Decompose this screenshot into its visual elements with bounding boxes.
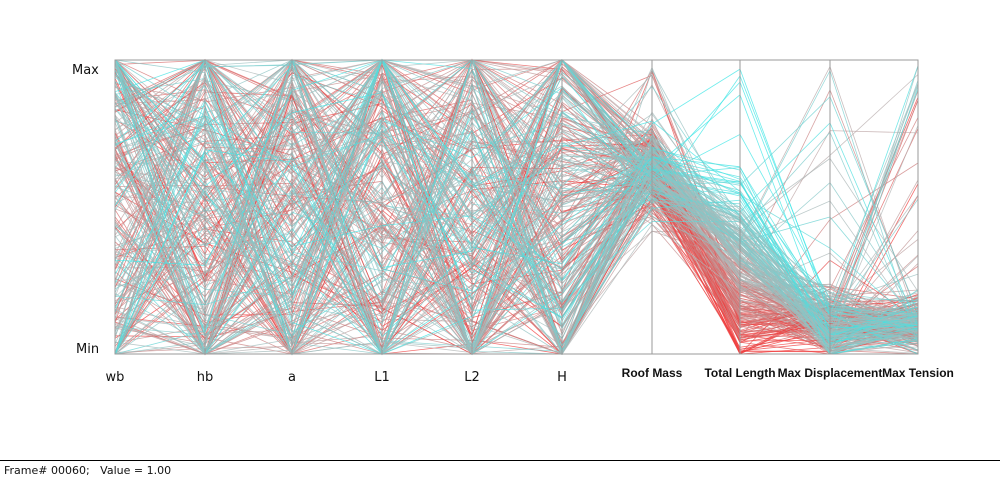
data-polyline <box>114 59 919 355</box>
data-polyline <box>114 65 919 341</box>
data-polyline <box>114 136 919 355</box>
data-polyline <box>114 89 919 332</box>
data-polyline <box>114 59 919 355</box>
data-polyline <box>114 59 919 346</box>
data-polyline <box>114 117 919 355</box>
data-polyline <box>114 59 919 355</box>
axis-label: H <box>557 370 567 385</box>
data-polyline <box>114 145 919 355</box>
axis-label: Max Tension <box>882 366 954 380</box>
polyline-layer <box>114 58 919 356</box>
data-polyline <box>114 69 919 354</box>
data-polyline <box>115 66 919 355</box>
data-polyline <box>114 59 919 354</box>
data-polyline <box>114 59 919 356</box>
parallel-coordinates-plot: Max Min wb hb a L1 L2 H Roof Mass Total Length M… <box>72 58 954 385</box>
data-polyline <box>114 93 919 355</box>
data-polyline <box>114 59 919 355</box>
data-polyline <box>114 142 919 355</box>
data-polyline <box>114 129 919 329</box>
max-range-label: Max <box>72 63 99 78</box>
axis-label: L2 <box>464 370 480 385</box>
axis-label: Max Displacement <box>778 366 883 380</box>
status-text: Frame# 00060; Value = 1.00 <box>4 464 172 477</box>
data-polyline <box>114 106 919 326</box>
axis-label: a <box>288 370 296 385</box>
data-polyline <box>114 75 919 356</box>
data-polyline <box>114 59 919 356</box>
min-range-label: Min <box>76 342 99 357</box>
status-bar: Frame# 00060; Value = 1.00 <box>0 460 1000 480</box>
data-polyline <box>114 59 919 329</box>
data-polyline <box>114 59 919 355</box>
data-polyline <box>114 130 919 331</box>
axis-label: L1 <box>374 370 390 385</box>
data-polyline <box>114 58 919 327</box>
data-polyline <box>114 58 919 355</box>
axis-label: wb <box>106 370 125 385</box>
data-polyline <box>114 59 919 356</box>
data-polyline <box>114 60 919 355</box>
axis-labels: wb hb a L1 L2 H Roof Mass Total Length Max Displ… <box>106 366 954 385</box>
data-polyline <box>114 63 919 356</box>
data-polyline <box>114 59 919 355</box>
axis-label: Total Length <box>704 366 775 380</box>
data-polyline <box>114 59 919 355</box>
data-polyline <box>114 151 919 355</box>
data-polyline <box>114 100 919 355</box>
axis-label: hb <box>197 370 214 385</box>
data-polyline <box>114 59 919 355</box>
data-polyline <box>114 58 919 355</box>
data-polyline <box>114 59 918 337</box>
data-polyline <box>114 59 919 353</box>
data-polyline <box>114 59 919 331</box>
axes-layer <box>114 59 919 355</box>
axis-label: Roof Mass <box>622 366 683 380</box>
data-polyline <box>115 59 919 355</box>
